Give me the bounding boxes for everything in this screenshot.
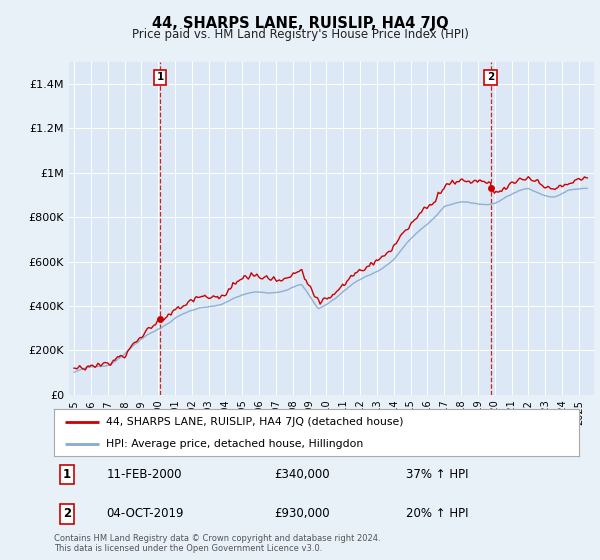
Text: 44, SHARPS LANE, RUISLIP, HA4 7JQ (detached house): 44, SHARPS LANE, RUISLIP, HA4 7JQ (detac… [107,417,404,427]
Text: 1: 1 [63,468,71,481]
Text: 2: 2 [487,72,494,82]
Text: 04-OCT-2019: 04-OCT-2019 [107,507,184,520]
Text: £340,000: £340,000 [275,468,330,481]
Text: 11-FEB-2000: 11-FEB-2000 [107,468,182,481]
Text: 37% ↑ HPI: 37% ↑ HPI [406,468,468,481]
Text: Contains HM Land Registry data © Crown copyright and database right 2024.
This d: Contains HM Land Registry data © Crown c… [54,534,380,553]
Text: £930,000: £930,000 [275,507,330,520]
Text: 44, SHARPS LANE, RUISLIP, HA4 7JQ: 44, SHARPS LANE, RUISLIP, HA4 7JQ [152,16,448,31]
Text: 1: 1 [157,72,164,82]
Text: 2: 2 [63,507,71,520]
Text: 20% ↑ HPI: 20% ↑ HPI [406,507,468,520]
Text: HPI: Average price, detached house, Hillingdon: HPI: Average price, detached house, Hill… [107,438,364,449]
Text: Price paid vs. HM Land Registry's House Price Index (HPI): Price paid vs. HM Land Registry's House … [131,28,469,41]
